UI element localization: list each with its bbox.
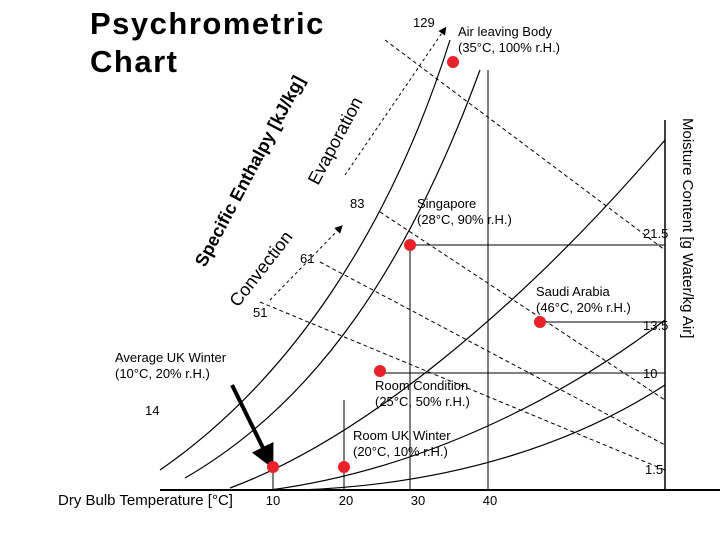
point-markers (267, 56, 546, 473)
x-tick-label: 30 (411, 493, 425, 508)
data-point-label-line: Singapore (417, 196, 476, 211)
data-point-label-line: Room Condition (375, 378, 468, 393)
enthalpy-line-61 (319, 261, 666, 446)
convection-arrow (269, 225, 343, 301)
chart-title-line-1: Psychrometric (90, 6, 325, 41)
uk-winter-arrow (230, 384, 274, 469)
enthalpy-tick-label: 129 (413, 15, 435, 30)
y-tick-label: 1.5 (645, 462, 663, 477)
data-point-label-line: (20°C, 10% r.H.) (353, 444, 448, 459)
data-point-label-line: (35°C, 100% r.H.) (458, 40, 560, 55)
rh-curve-10 (299, 384, 666, 491)
data-point-label: Saudi Arabia (46°C, 20% r.H.) (536, 284, 631, 315)
evaporation-label: Evaporation (304, 94, 367, 188)
data-point (338, 461, 350, 473)
enthalpy-tick-label: 61 (300, 251, 314, 266)
data-point (404, 239, 416, 251)
rh-curve-100 (159, 39, 451, 471)
enthalpy-tick-label: 14 (145, 403, 159, 418)
evaporation-arrow (344, 26, 447, 176)
x-tick-label: 40 (483, 493, 497, 508)
point-labels: Average UK Winter (10°C, 20% r.H.) Room UK… (115, 24, 631, 459)
data-point-label-line: Room UK Winter (353, 428, 451, 443)
data-point-label-line: Air leaving Body (458, 24, 552, 39)
y-tick-label: 21.5 (643, 226, 668, 241)
data-point-label-line: (28°C, 90% r.H.) (417, 212, 512, 227)
data-point-label-line: (10°C, 20% r.H.) (115, 366, 210, 381)
rh-curve-90 (184, 69, 481, 479)
data-point-label: Singapore (28°C, 90% r.H.) (417, 196, 512, 227)
enthalpy-tick-label: 51 (253, 305, 267, 320)
x-tick-label: 20 (339, 493, 353, 508)
x-tick-label: 10 (266, 493, 280, 508)
y-tick-label: 10 (643, 366, 657, 381)
chart-title-line-2: Chart (90, 44, 178, 79)
rh-curve-20 (269, 319, 666, 491)
data-point-label-line: Saudi Arabia (536, 284, 610, 299)
data-point-label: Room UK Winter (20°C, 10% r.H.) (353, 428, 451, 459)
moisture-axis-label: Moisture Content [g Water/kg Air] (679, 118, 696, 338)
data-point (374, 365, 386, 377)
convection-label: Convection (225, 227, 296, 310)
y-tick-label: 13.5 (643, 318, 668, 333)
data-point-label-line: (25°C, 50% r.H.) (375, 394, 470, 409)
enthalpy-line-129 (384, 39, 666, 251)
data-point (267, 461, 279, 473)
enthalpy-line-83 (379, 211, 666, 401)
data-point (534, 316, 546, 328)
chart-title: Psychrometric Chart (90, 6, 335, 79)
enthalpy-tick-label: 83 (350, 196, 364, 211)
data-point (447, 56, 459, 68)
data-point-label: Room Condition (25°C, 50% r.H.) (375, 378, 470, 409)
data-point-label-line: Average UK Winter (115, 350, 227, 365)
enthalpy-line-51 (259, 301, 666, 471)
x-axis-label: Dry Bulb Temperature [°C] (58, 492, 233, 509)
data-point-label: Average UK Winter (10°C, 20% r.H.) (115, 350, 227, 381)
tick-labels: 10 20 30 40 1.5 10 13.5 21.5 14 51 61 83 129 (145, 15, 668, 508)
data-point-label-line: (46°C, 20% r.H.) (536, 300, 631, 315)
data-point-label: Air leaving Body (35°C, 100% r.H.) (458, 24, 560, 55)
rh-curve-50 (229, 139, 666, 489)
